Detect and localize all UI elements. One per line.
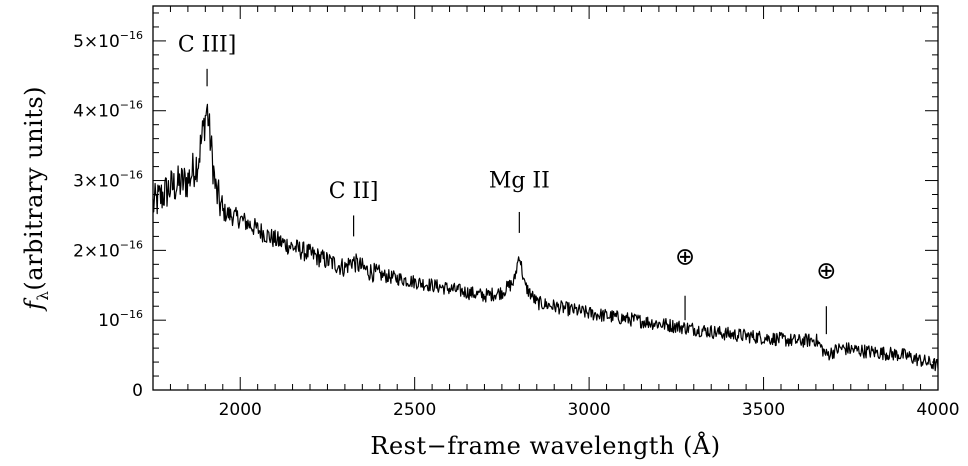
x-tick-label: 3000 <box>567 400 610 420</box>
spectrum-line <box>152 103 939 372</box>
line-label-c3: C III] <box>178 32 236 57</box>
x-tick-label: 2000 <box>219 400 262 420</box>
y-axis-symbol: f <box>20 297 48 312</box>
telluric-symbol-tel1: ⊕ <box>675 242 695 270</box>
y-tick-label: 4×10−16 <box>73 99 143 122</box>
y-tick-label: 10−16 <box>98 308 143 331</box>
x-axis-title: Rest−frame wavelength (Å) <box>370 431 720 460</box>
x-tick-label: 3500 <box>742 400 785 420</box>
plot-frame <box>152 5 939 391</box>
x-tick-label: 4000 <box>916 400 959 420</box>
y-axis-units: (arbitrary units) <box>20 86 48 291</box>
y-tick-label: 0 <box>132 381 143 401</box>
y-tick-label: 5×10−16 <box>73 29 143 52</box>
y-axis-title: fλ(arbitrary units) <box>20 86 52 312</box>
y-axis-subscript: λ <box>34 291 52 301</box>
line-label-c2: C II] <box>329 179 379 204</box>
x-tick-label: 2500 <box>393 400 436 420</box>
telluric-symbol-tel2: ⊕ <box>816 256 836 284</box>
line-label-mg2: Mg II <box>489 169 550 194</box>
y-tick-label: 2×10−16 <box>73 238 143 261</box>
y-tick-label: 3×10−16 <box>73 169 143 192</box>
